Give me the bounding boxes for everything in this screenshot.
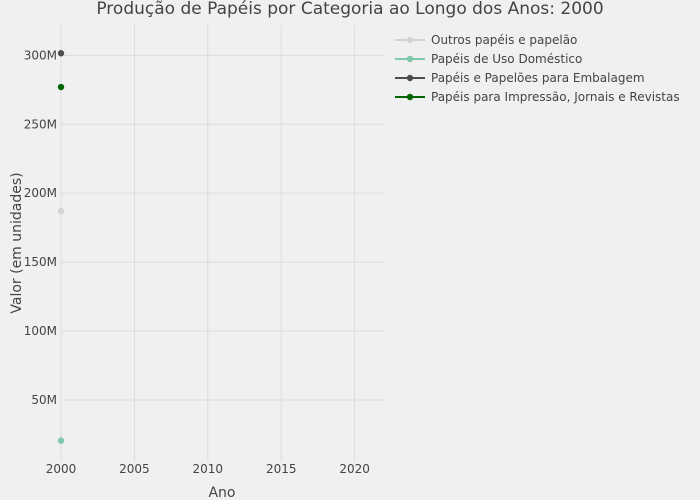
y-axis-ticks: 50M 100M 150M 200M 250M 300M xyxy=(24,48,57,407)
x-axis-ticks: 2000 2005 2010 2015 2020 xyxy=(46,462,370,476)
y-tick-label: 250M xyxy=(24,117,57,131)
legend-item[interactable]: Papéis para Impressão, Jornais e Revista… xyxy=(395,90,680,104)
x-tick-label: 2015 xyxy=(266,462,297,476)
legend-marker-swatch xyxy=(406,93,414,101)
data-point xyxy=(57,207,65,215)
data-series xyxy=(57,50,65,444)
legend-label: Papéis de Uso Doméstico xyxy=(431,52,582,66)
gridlines xyxy=(60,25,384,462)
x-tick-label: 2010 xyxy=(193,462,224,476)
legend-item[interactable]: Outros papéis e papelão xyxy=(395,33,577,47)
y-tick-label: 300M xyxy=(24,48,57,62)
legend-marker-swatch xyxy=(406,74,414,82)
data-point xyxy=(57,50,65,57)
legend-marker-swatch xyxy=(406,36,414,44)
legend-item[interactable]: Papéis e Papelões para Embalagem xyxy=(395,71,645,85)
legend-label: Papéis e Papelões para Embalagem xyxy=(431,71,645,85)
chart-title: Produção de Papéis por Categoria ao Long… xyxy=(96,0,603,19)
legend: Outros papéis e papelão Papéis de Uso Dom… xyxy=(395,33,680,104)
legend-item[interactable]: Papéis de Uso Doméstico xyxy=(395,52,582,66)
legend-label: Outros papéis e papelão xyxy=(431,33,577,47)
x-tick-label: 2020 xyxy=(339,462,370,476)
y-tick-label: 200M xyxy=(24,186,57,200)
y-tick-label: 50M xyxy=(31,393,57,407)
x-axis-title: Ano xyxy=(208,485,235,500)
y-tick-label: 150M xyxy=(24,255,57,269)
data-point xyxy=(57,437,65,444)
y-axis-title: Valor (em unidades) xyxy=(9,172,25,313)
y-tick-label: 100M xyxy=(24,324,57,338)
x-tick-label: 2000 xyxy=(46,462,77,476)
legend-label: Papéis para Impressão, Jornais e Revista… xyxy=(431,90,680,104)
data-point xyxy=(57,83,65,91)
x-tick-label: 2005 xyxy=(119,462,150,476)
legend-marker-swatch xyxy=(406,55,414,63)
